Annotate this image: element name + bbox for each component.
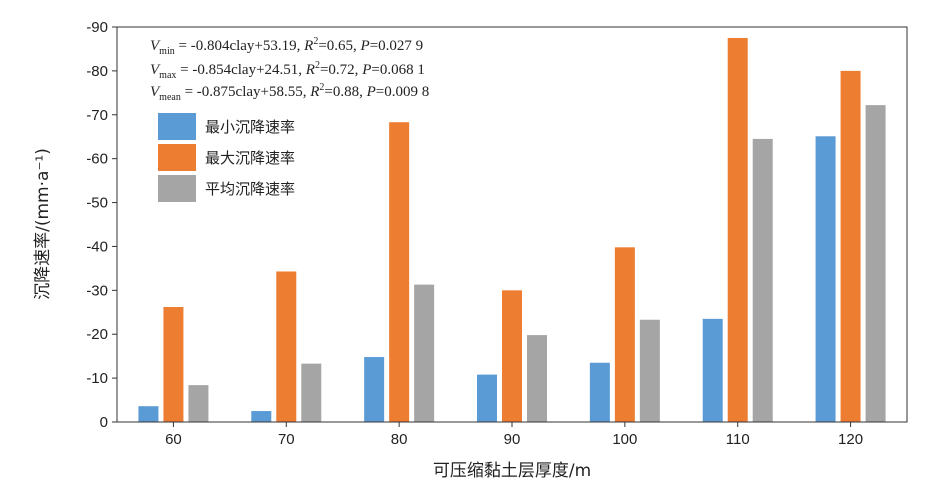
equation-min: Vmin = -0.804clay+53.19, R2=0.65, P=0.02… bbox=[150, 36, 423, 57]
bar-min-120 bbox=[815, 136, 836, 423]
legend-label-mean: 平均沉降速率 bbox=[205, 180, 295, 198]
bar-max-120 bbox=[840, 70, 861, 422]
bar-min-100 bbox=[589, 362, 610, 422]
regression-equations: Vmin = -0.804clay+53.19, R2=0.65, P=0.02… bbox=[150, 36, 429, 103]
bar-max-100 bbox=[614, 247, 635, 422]
equation-mean: Vmean = -0.875clay+58.55, R2=0.88, P=0.0… bbox=[150, 82, 429, 103]
x-tick-label-60: 60 bbox=[165, 431, 182, 448]
y-tick-label-4: -40 bbox=[86, 238, 108, 255]
legend-label-min: 最小沉降速率 bbox=[205, 118, 295, 136]
bar-mean-110 bbox=[752, 138, 773, 422]
y-tick-label-0: 0 bbox=[100, 414, 108, 431]
legend-swatch-mean bbox=[158, 175, 196, 202]
x-tick-label-90: 90 bbox=[504, 431, 521, 448]
x-tick-label-100: 100 bbox=[612, 431, 637, 448]
bar-mean-100 bbox=[639, 319, 660, 422]
bar-max-60 bbox=[163, 307, 184, 422]
y-tick-label-3: -30 bbox=[86, 282, 108, 299]
bar-min-80 bbox=[364, 357, 385, 422]
bar-max-80 bbox=[389, 122, 410, 422]
bars-layer bbox=[138, 37, 886, 423]
bar-mean-120 bbox=[865, 105, 886, 422]
x-axis: 60 70 80 90 100 110 120 bbox=[165, 422, 863, 448]
bar-max-110 bbox=[727, 37, 748, 422]
y-axis-title: 沉降速率/(mm·a⁻¹) bbox=[33, 148, 53, 300]
bar-mean-80 bbox=[414, 284, 435, 422]
x-tick-label-120: 120 bbox=[838, 431, 863, 448]
bar-max-90 bbox=[502, 290, 522, 422]
legend-swatch-max bbox=[158, 144, 196, 171]
x-tick-label-70: 70 bbox=[278, 431, 295, 448]
bar-mean-60 bbox=[188, 385, 209, 422]
legend-label-max: 最大沉降速率 bbox=[205, 149, 295, 167]
bar-mean-90 bbox=[527, 335, 547, 422]
y-tick-label-1: -10 bbox=[86, 370, 108, 387]
bar-min-70 bbox=[251, 411, 272, 422]
bar-min-110 bbox=[702, 318, 723, 422]
y-axis: 0 -10 -20 -30 -40 -50 -60 -70 -80 -90 bbox=[86, 19, 117, 431]
y-tick-label-6: -60 bbox=[86, 151, 108, 168]
bar-mean-70 bbox=[301, 363, 322, 422]
x-tick-label-80: 80 bbox=[391, 431, 408, 448]
x-axis-title: 可压缩黏土层厚度/m bbox=[433, 461, 591, 481]
bar-min-60 bbox=[138, 406, 159, 422]
x-tick-label-110: 110 bbox=[726, 431, 750, 448]
bar-max-70 bbox=[276, 271, 297, 422]
y-tick-label-2: -20 bbox=[86, 326, 108, 343]
y-tick-label-7: -70 bbox=[86, 107, 108, 124]
bar-min-90 bbox=[477, 374, 497, 422]
y-tick-label-9: -90 bbox=[86, 19, 108, 36]
y-tick-label-8: -80 bbox=[86, 63, 108, 80]
y-tick-label-5: -50 bbox=[86, 195, 108, 212]
equation-max: Vmax = -0.854clay+24.51, R2=0.72, P=0.06… bbox=[150, 60, 425, 81]
legend-swatch-min bbox=[158, 113, 196, 140]
legend: 最小沉降速率 最大沉降速率 平均沉降速率 bbox=[158, 113, 295, 202]
